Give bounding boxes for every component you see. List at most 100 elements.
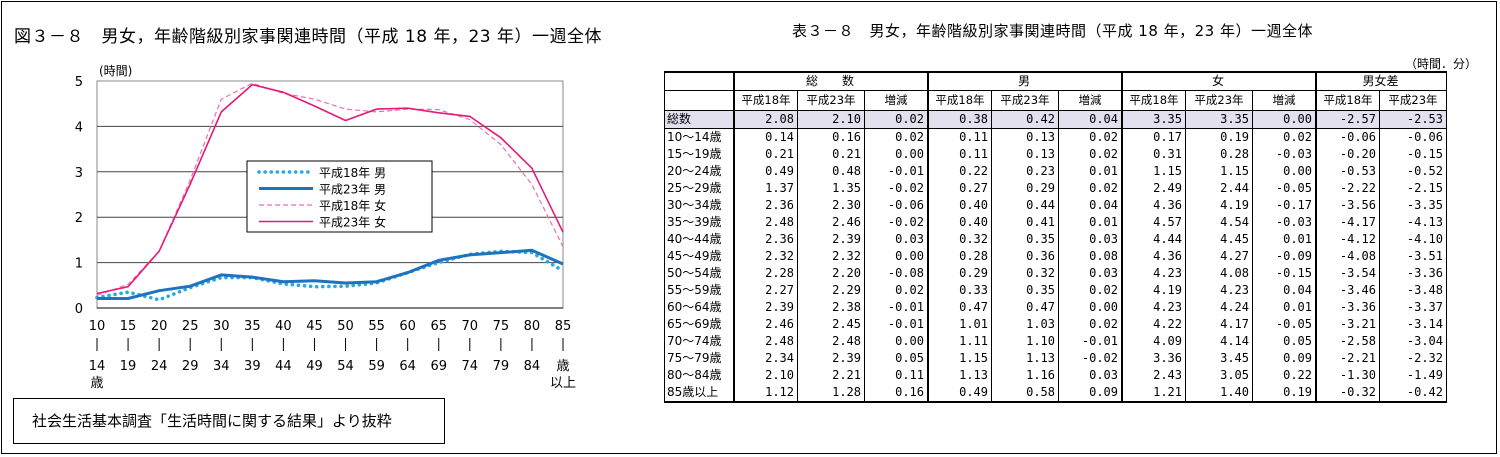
table-row-label: 80～84歳 — [664, 367, 734, 384]
table-cell: 0.02 — [864, 110, 928, 129]
table-cell: -0.02 — [864, 214, 928, 231]
table-cell: 2.32 — [797, 248, 865, 265]
figure-title: 図３－８ 男女，年齢階級別家事関連時間（平成 18 年，23 年）一週全体 — [14, 27, 602, 47]
table-cell: -0.01 — [1058, 333, 1122, 350]
table-cell: 2.20 — [797, 265, 865, 282]
table-cell: 1.16 — [991, 367, 1059, 384]
table-cell: 0.11 — [927, 128, 992, 146]
x-tick-label: 以上 — [550, 376, 576, 391]
table-cell: 0.03 — [1058, 231, 1122, 248]
y-tick-label: 1 — [75, 257, 83, 272]
table-cell: -0.01 — [864, 299, 928, 316]
table-row-label: 50～54歳 — [664, 265, 734, 282]
table-cell: 0.16 — [864, 384, 928, 403]
series-line-1 — [97, 248, 564, 300]
table-cell: 0.02 — [1058, 180, 1122, 197]
table-cell: 1.15 — [1185, 163, 1253, 180]
table-cell: 1.40 — [1185, 384, 1253, 403]
table-cell: -0.01 — [864, 163, 928, 180]
x-tick-label: 30 — [213, 319, 230, 334]
table-cell: 2.32 — [733, 248, 798, 265]
x-tick-label: 49 — [306, 359, 323, 374]
table-row-label: 30～34歳 — [664, 197, 734, 214]
table-cell: 1.21 — [1121, 384, 1186, 403]
table-row-label: 15～19歳 — [664, 146, 734, 163]
table-cell: -0.06 — [864, 197, 928, 214]
table-cell: 2.36 — [733, 231, 798, 248]
table-subheader: 平成23年 — [991, 90, 1059, 111]
table-cell: 3.45 — [1185, 350, 1253, 367]
table-cell: 0.35 — [991, 231, 1059, 248]
table-cell: 4.09 — [1121, 333, 1186, 350]
table-cell: 0.32 — [991, 265, 1059, 282]
table-cell: 0.27 — [927, 180, 992, 197]
table-cell: 0.28 — [927, 248, 992, 265]
table-row: 70～74歳 2.48 2.48 0.00 1.11 1.10 -0.01 4.09 4.14 0… — [664, 333, 1447, 350]
table-cell: 0.29 — [991, 180, 1059, 197]
table-cell: 2.48 — [733, 333, 798, 350]
table-cell: 0.00 — [864, 146, 928, 163]
table-row-label: 40～44歳 — [664, 231, 734, 248]
x-tick-label: 80 — [524, 319, 541, 334]
table-cell: 3.35 — [1121, 110, 1186, 129]
table-cell: 1.13 — [991, 350, 1059, 367]
x-tick-label: 50 — [337, 319, 354, 334]
table-cell: -3.56 — [1315, 197, 1380, 214]
table-cell: 3.05 — [1185, 367, 1253, 384]
table-cell: 2.36 — [733, 197, 798, 214]
table-cell: 4.23 — [1185, 282, 1253, 299]
table-cell: 1.28 — [797, 384, 865, 403]
table-cell: 2.39 — [733, 299, 798, 316]
table-subheader: 平成18年 — [1315, 90, 1380, 111]
table-cell: 0.01 — [1252, 231, 1316, 248]
group-header-male: 男 — [927, 71, 1122, 91]
table-cell: 0.08 — [1058, 248, 1122, 265]
source-note: 社会生活基本調査「生活時間に関する結果」より抜粋 — [13, 398, 445, 444]
table-cell: -3.36 — [1315, 299, 1380, 316]
table-cell: 0.02 — [1058, 282, 1122, 299]
table-cell: 4.23 — [1121, 265, 1186, 282]
table-cell: -4.08 — [1315, 248, 1380, 265]
x-tick-label: 74 — [462, 359, 479, 374]
x-tick-label: 34 — [213, 359, 230, 374]
table-cell: 3.35 — [1185, 110, 1253, 129]
table-cell: 2.46 — [797, 214, 865, 231]
table-corner-cell — [664, 90, 734, 111]
table-cell: -0.05 — [1252, 180, 1316, 197]
x-tick-label: 10 — [89, 319, 106, 334]
table-cell: 0.35 — [991, 282, 1059, 299]
y-tick-label: 3 — [75, 166, 83, 181]
legend-label: 平成18年 男 — [319, 166, 386, 180]
table-cell: -0.20 — [1315, 146, 1380, 163]
table-cell: 0.04 — [1252, 282, 1316, 299]
y-axis-label: (時間) — [99, 64, 132, 78]
table-cell: 2.45 — [797, 316, 865, 333]
table-cell: -0.32 — [1315, 384, 1380, 403]
x-tick-label: 39 — [244, 359, 261, 374]
table-cell: -0.05 — [1252, 316, 1316, 333]
table-cell: -2.53 — [1379, 110, 1447, 129]
table-cell: 0.31 — [1121, 146, 1186, 163]
table-cell: -3.35 — [1379, 197, 1447, 214]
table-cell: 0.04 — [1058, 110, 1122, 129]
table-cell: 0.02 — [1058, 146, 1122, 163]
table-cell: 0.00 — [1252, 163, 1316, 180]
table-row-label: 55～59歳 — [664, 282, 734, 299]
group-header-total: 総 数 — [733, 71, 928, 91]
x-tick-label: 25 — [182, 319, 199, 334]
table-cell: 4.17 — [1185, 316, 1253, 333]
table-cell: 0.42 — [991, 110, 1059, 129]
series-line-3 — [96, 83, 564, 295]
x-tick-label: 歳 — [90, 376, 103, 391]
table-cell: 0.02 — [864, 282, 928, 299]
table-cell: 0.00 — [1252, 110, 1316, 129]
table-cell: 2.43 — [1121, 367, 1186, 384]
table-cell: -0.53 — [1315, 163, 1380, 180]
table-cell: 1.12 — [733, 384, 798, 403]
table-cell: 0.03 — [1058, 265, 1122, 282]
table-row: 25～29歳 1.37 1.35 -0.02 0.27 0.29 0.02 2.49 2.44-… — [664, 180, 1447, 197]
table-cell: 1.03 — [991, 316, 1059, 333]
table-cell: -0.06 — [1315, 128, 1380, 146]
x-tick-label: 85 — [555, 319, 572, 334]
table-cell: 0.44 — [991, 197, 1059, 214]
